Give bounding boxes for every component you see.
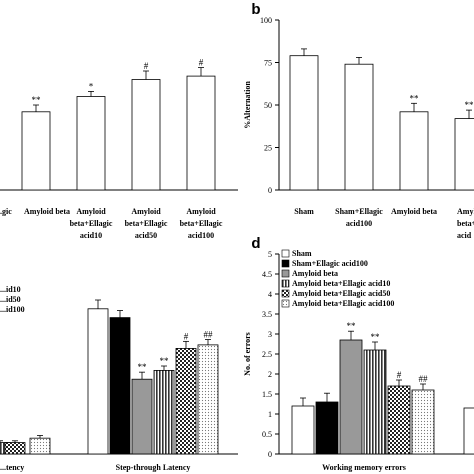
panel-d-y-tick-label: 3.5 (262, 310, 272, 319)
panel-b-y-tick-label: 75 (264, 59, 272, 68)
panel-c-bar-g1-s5 (197, 344, 219, 455)
panel-b-category-label: beta+E (457, 219, 474, 228)
panel-a-category-label: acid10 (80, 231, 102, 240)
panel-a-bar-4 (186, 75, 216, 191)
panel-a-category-label: Amyloid (186, 207, 216, 216)
panel-c-bar-g1-s3-significance: ** (160, 356, 170, 366)
panel-d-legend-label: Amyloid beta+Ellagic acid100 (292, 299, 394, 308)
panel-c-group-label: Step-through Latency (116, 463, 191, 472)
panel-d-bar-s1 (315, 401, 339, 455)
panel-b-letter: b (251, 1, 260, 18)
panel-d-y-tick-label: 2.5 (262, 350, 272, 359)
panel-d-legend-swatch (281, 269, 290, 278)
panel-c-legend-label: ...id50 (0, 295, 21, 304)
panel-d-legend-swatch (281, 289, 290, 298)
panel-c-bar-g0-s4 (4, 442, 26, 455)
panel-c: ...id10...id50...id100****# ##...tency Ste… (0, 285, 238, 472)
panel-c-bar-g1-s2-significance: ** (138, 362, 148, 372)
panel-b-bar-0 (289, 55, 319, 191)
panel-b-bar-2 (399, 111, 429, 191)
panel-d-bar-s0 (291, 405, 315, 455)
panel-b-category-label: Amyloid beta (391, 207, 437, 216)
panel-b-y-tick-label: 100 (260, 16, 272, 25)
panel-d-legend-label: Amyloid beta+Ellagic acid10 (292, 279, 390, 288)
panel-d-y-tick-label: 3 (268, 330, 272, 339)
panel-c-bar-g1-s4 (175, 347, 197, 455)
panel-a-category-label: Amyloid (131, 207, 161, 216)
panel-d-y-tick-label: 2 (268, 370, 272, 379)
panel-c-group-label: ...tency (0, 463, 24, 472)
panel-d-legend-swatch (281, 299, 290, 308)
panel-c-legend-label: ...id10 (0, 285, 21, 294)
panel-d-letter: d (251, 235, 260, 252)
panel-d-bar-s4 (387, 385, 411, 455)
panel-a-category-label: Amyloid beta (24, 207, 70, 216)
panel-c-legend-label: ...id100 (0, 305, 25, 314)
panel-d-bar-s2-significance: ** (347, 321, 357, 331)
panel-a-category-label: beta+Ellagic (180, 219, 223, 228)
panel-c-bar-g1-s5-significance: ## (204, 330, 214, 340)
panel-d-bar-s5 (411, 389, 435, 455)
panel-a-bar-3 (131, 79, 161, 191)
panel-d-legend-label: Sham (292, 249, 312, 258)
panel-a-category-label: acid100 (188, 231, 214, 240)
panel-b-category-label: Amyl (457, 207, 474, 216)
panel-d-legend-label: Amyloid beta+Ellagic acid50 (292, 289, 390, 298)
panel-b-bar-2-significance: ** (410, 93, 420, 103)
panel-a-category-label: acid50 (135, 231, 157, 240)
panel-d-legend-label: Amyloid beta (292, 269, 338, 278)
panel-c-bar-g1-s3 (153, 369, 175, 455)
panel-b-y-tick-label: 0 (268, 186, 272, 195)
panel-b-y-tick-label: 25 (264, 144, 272, 153)
panel-b-category-label: Sham+Ellagic (335, 207, 383, 216)
panel-a-bar-2 (76, 96, 106, 191)
panel-d-y-tick-label: 0.5 (262, 430, 272, 439)
panel-a-category-label: Amyloid (76, 207, 106, 216)
panel-d-y-tick-label: 5 (268, 250, 272, 259)
panel-d-bar-s3 (363, 349, 387, 455)
panel-b-y-tick-label: 50 (264, 101, 272, 110)
panel-d-y-tick-label: 4.5 (262, 270, 272, 279)
panel-d-bar-s5-significance: ## (419, 374, 429, 384)
panel-d-bar-s4-significance: # (397, 370, 402, 380)
panel-b-bar-1 (344, 63, 374, 191)
panel-d-legend-swatch (281, 259, 290, 268)
panel-d-legend-swatch (281, 279, 290, 288)
panel-d-group-label: Working memory errors (322, 463, 406, 472)
panel-c-bar-g1-s4-significance: # (184, 331, 189, 341)
panel-b-category-label: Sham (294, 207, 314, 216)
panel-d-legend-swatch (281, 249, 290, 258)
panel-b-category-label: acid100 (346, 219, 372, 228)
panel-d-partial-bar (463, 407, 474, 455)
panel-d-bar-s2 (339, 339, 363, 455)
panel-d-legend-label: Sham+Ellagic acid100 (292, 259, 368, 268)
panel-d-bar-s3-significance: ** (371, 332, 381, 342)
panel-c-bar-g0-s5 (29, 437, 51, 455)
panel-d-y-axis-label: No. of errors (243, 332, 252, 376)
panel-a-bar-1-significance: ** (32, 95, 42, 105)
panel-d: d 0 0.5 1 1.5 2 2.5 3 3.5 4 4.5 5 No. of errors ShamS… (243, 235, 474, 472)
panel-a-category-label: beta+Ellagic (70, 219, 113, 228)
panel-a-bar-4-significance: # (199, 58, 204, 68)
panel-a-bar-3-significance: # (144, 61, 149, 71)
panel-b: b 0 25 50 75 100 %Alternation ** ** Sham Sham+Ella… (243, 1, 474, 240)
panel-d-y-tick-label: 4 (268, 290, 272, 299)
panel-b-y-axis-label: %Alternation (243, 81, 252, 129)
panel-c-bar-g1-s1 (109, 317, 131, 455)
panel-a-category-label: beta+Ellagic (125, 219, 168, 228)
panel-c-bar-g1-s2 (131, 378, 153, 455)
panel-a-category-label: ...gic (0, 207, 12, 216)
panel-d-y-tick-label: 0 (268, 450, 272, 459)
panel-c-bar-g1-s0 (87, 308, 109, 455)
panel-b-category-label: acid (457, 231, 472, 240)
panel-d-y-tick-label: 1.5 (262, 390, 272, 399)
panel-a-bar-2-significance: * (89, 81, 94, 91)
panel-b-bar-3-significance: ** (465, 100, 474, 110)
panel-a-bar-1 (21, 111, 51, 191)
panel-b-bar-3 (454, 118, 474, 191)
panel-d-y-tick-label: 1 (268, 410, 272, 419)
